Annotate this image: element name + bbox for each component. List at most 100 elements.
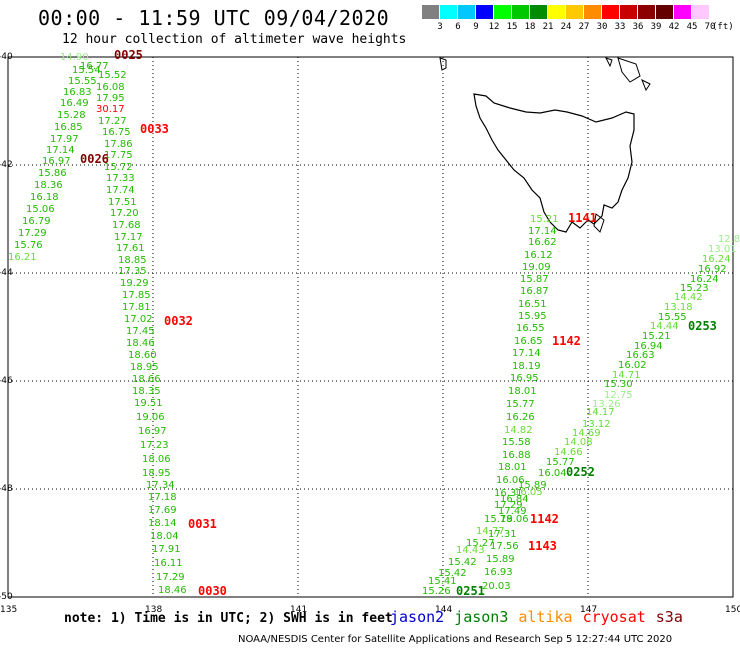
swh-value: 16.62 xyxy=(528,237,557,248)
swh-value: 17.14 xyxy=(528,226,557,237)
swh-value: 15.42 xyxy=(448,557,477,568)
swh-value: 15.58 xyxy=(502,437,531,448)
legend-label: 3 xyxy=(437,22,443,32)
swh-value: 17.29 xyxy=(494,500,523,511)
swh-value: 16.87 xyxy=(520,286,549,297)
swh-value: 13.01 xyxy=(708,244,737,255)
swh-value: 14.82 xyxy=(504,425,533,436)
legend-label: 9 xyxy=(473,22,479,32)
swh-value: 15.89 xyxy=(518,480,547,491)
swh-value: 16.93 xyxy=(484,567,513,578)
swh-value: 16.97 xyxy=(42,156,71,167)
lon-tick-label: 135 xyxy=(0,605,18,615)
legend-swatch xyxy=(476,5,493,19)
swh-value: 15.21 xyxy=(642,331,671,342)
map-title: 00:00 - 11:59 UTC 09/04/2020 xyxy=(38,6,390,30)
swh-value: 16.88 xyxy=(502,450,531,461)
swh-value: 16.11 xyxy=(154,558,183,569)
swh-value: 16.05 xyxy=(514,487,543,498)
pass-time-label: 1141 xyxy=(568,211,597,225)
swh-value: 18.46 xyxy=(126,338,155,349)
island-small-1 xyxy=(439,57,447,71)
swh-value: 18.06 xyxy=(142,454,171,465)
pass-time-label: 0253 xyxy=(688,319,717,333)
swh-value: 17.81 xyxy=(122,302,151,313)
units-note: note: 1) Time is in UTC; 2) SWH is in fe… xyxy=(64,611,393,626)
swh-value: 16.97 xyxy=(138,426,167,437)
swh-value: 16.12 xyxy=(524,250,553,261)
swh-value: 16.83 xyxy=(63,87,92,98)
swh-value: 15.86 xyxy=(38,168,67,179)
swh-value: 17.45 xyxy=(126,326,155,337)
swh-value: 12.75 xyxy=(604,390,633,401)
swh-value: 18.35 xyxy=(132,386,161,397)
lat-tick-label: -40 xyxy=(0,52,13,62)
legend-label: 36 xyxy=(632,22,644,32)
legend-label: 24 xyxy=(560,22,572,32)
swh-value: 18.01 xyxy=(508,386,537,397)
legend-label: 70 xyxy=(704,22,716,32)
swh-value: 15.52 xyxy=(98,70,127,81)
lat-tick-label: -44 xyxy=(0,268,13,278)
swh-value: 15.21 xyxy=(530,214,559,225)
lat-tick-label: -48 xyxy=(0,484,13,494)
map-frame xyxy=(7,56,734,598)
satellite-legend: jason2 jason3 altika cryosat s3a xyxy=(390,608,693,626)
swh-value: 16.18 xyxy=(30,192,59,203)
swh-value: 18.14 xyxy=(148,518,177,529)
graticule xyxy=(8,57,733,597)
swh-value: 17.34 xyxy=(146,480,175,491)
swh-value: 17.49 xyxy=(498,506,527,517)
swh-value: 15.76 xyxy=(14,240,43,251)
swh-value: 14.71 xyxy=(612,370,641,381)
swh-value: 16.92 xyxy=(698,264,727,275)
swh-value: 15.55 xyxy=(658,312,687,323)
pass-time-label: 0033 xyxy=(140,122,169,136)
swh-value: 16.85 xyxy=(54,122,83,133)
swh-value: 17.02 xyxy=(124,314,153,325)
swh-value: 14.08 xyxy=(564,437,593,448)
swh-value: 13.26 xyxy=(592,399,621,410)
swh-value: 17.74 xyxy=(106,185,135,196)
swh-value: 15.28 xyxy=(57,110,86,121)
swh-value: 16.24 xyxy=(702,254,731,265)
pass-time-label: 1143 xyxy=(528,539,557,553)
swh-value: 16.49 xyxy=(60,98,89,109)
legend-label: 6 xyxy=(455,22,461,32)
swh-value: 14.66 xyxy=(554,447,583,458)
swh-value: 16.65 xyxy=(514,336,543,347)
swh-value: 17.29 xyxy=(18,228,47,239)
legend-swatch xyxy=(530,5,547,19)
legend-swatch xyxy=(494,5,511,19)
island-small-2 xyxy=(605,57,613,68)
swh-value: 16.79 xyxy=(22,216,51,227)
swh-value: 14.44 xyxy=(650,321,679,332)
swh-value: 17.95 xyxy=(96,93,125,104)
swh-value: 16.04 xyxy=(538,468,567,479)
swh-value: 17.14 xyxy=(512,348,541,359)
pass-time-label: 0030 xyxy=(198,584,227,598)
lat-tick-label: -42 xyxy=(0,160,13,170)
lon-tick-label: 138 xyxy=(145,605,163,615)
swh-value: 18.06 xyxy=(500,514,529,525)
swh-value: 15.95 xyxy=(518,311,547,322)
swh-value: 16.21 xyxy=(8,252,37,263)
legend-swatch xyxy=(440,5,457,19)
legend-label: 39 xyxy=(650,22,662,32)
swh-value: 15.77 xyxy=(546,457,575,468)
legend-label: 18 xyxy=(524,22,536,32)
island-bruny xyxy=(593,213,605,233)
swh-value: 17.61 xyxy=(116,243,145,254)
swh-value: 17.75 xyxy=(104,150,133,161)
swh-value: 17.91 xyxy=(152,544,181,555)
swh-value: 16.31 xyxy=(494,488,523,499)
lat-tick-label: -46 xyxy=(0,376,13,386)
swh-value: 18.36 xyxy=(34,180,63,191)
pass-time-label: 0032 xyxy=(164,314,193,328)
swh-value: 19.09 xyxy=(522,262,551,273)
swh-value: 18.01 xyxy=(498,462,527,473)
legend-label: 21 xyxy=(542,22,554,32)
legend-label: 12 xyxy=(488,22,500,32)
swh-value: 18.95 xyxy=(130,362,159,373)
legend-swatch xyxy=(638,5,655,19)
